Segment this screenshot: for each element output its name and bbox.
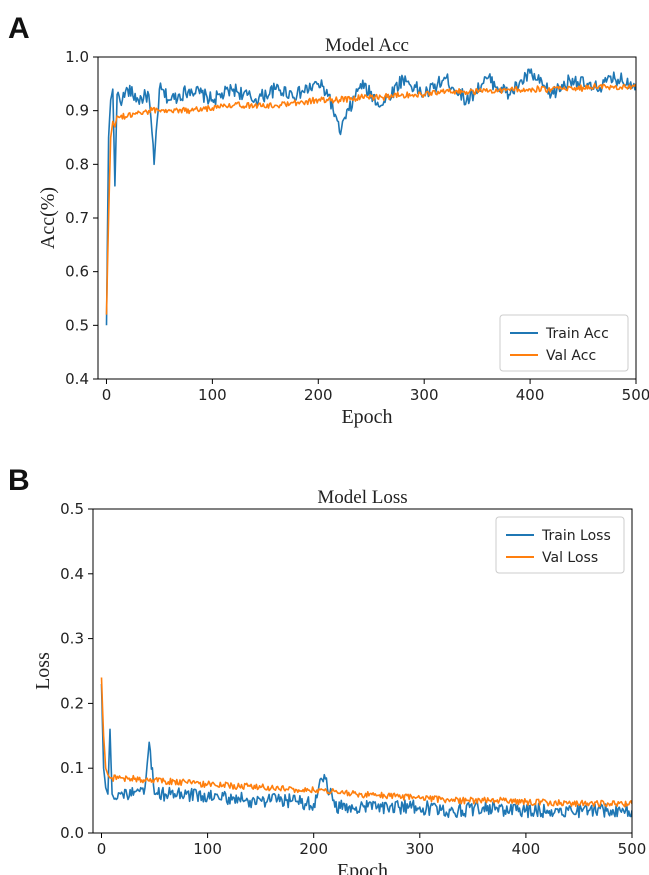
legend-frame [495,516,625,574]
x-tick-label: 0 [102,386,112,404]
x-tick-label: 400 [516,386,545,404]
y-tick-label: 0.8 [65,155,89,173]
x-tick-label: 100 [198,386,227,404]
x-tick-label: 400 [512,840,541,858]
x-tick-label: 500 [618,840,647,858]
y-tick-label: 0.3 [60,630,84,648]
chart-title: Model Acc [325,35,409,56]
x-tick-label: 300 [410,386,439,404]
y-tick-label: 0.9 [65,102,89,120]
series-group [100,677,632,819]
y-tick-label: 0.4 [65,370,89,388]
y-axis-label: Loss [32,652,54,690]
legend-label: Train Loss [541,528,611,544]
x-tick-label: 500 [622,386,649,404]
x-tick-label: 200 [299,840,328,858]
chart-title: Model Loss [317,487,407,508]
y-tick-label: 0.6 [65,263,89,281]
y-tick-label: 0.2 [60,694,84,712]
legend-frame [499,314,629,372]
series-group [105,68,636,326]
y-axis-label: Acc(%) [37,187,59,249]
chart-model-acc: Model Acc Epoch Acc(%) 0 100 200 300 400 500 0… [37,35,649,428]
y-tick-label: 0.0 [60,824,84,842]
y-tick-label: 0.1 [60,759,84,777]
legend-label: Val Acc [546,348,596,364]
legend-label: Train Acc [545,326,609,342]
x-axis-label: Epoch [337,860,388,875]
y-tick-label: 1.0 [65,48,89,66]
series-line-train-loss [100,683,632,819]
panel-letter-a: A [8,12,30,45]
plot-frame [92,508,633,834]
series-line-val-loss [100,677,632,808]
chart-model-loss: Model Loss Epoch Loss 0 100 200 300 400 500 0.… [32,487,646,875]
series-line-val-acc [105,83,636,315]
x-tick-label: 0 [97,840,107,858]
legend-label: Val Loss [542,550,598,566]
x-tick-label: 100 [193,840,222,858]
panel-letter-b: B [8,464,30,497]
y-tick-label: 0.5 [65,316,89,334]
x-axis-label: Epoch [341,406,392,428]
y-tick-label: 0.4 [60,565,84,583]
legend: Train Acc Val Acc [499,314,629,372]
x-tick-label: 300 [405,840,434,858]
x-tick-label: 200 [304,386,333,404]
y-tick-label: 0.5 [60,500,84,518]
y-tick-label: 0.7 [65,209,89,227]
legend: Train Loss Val Loss [495,516,625,574]
